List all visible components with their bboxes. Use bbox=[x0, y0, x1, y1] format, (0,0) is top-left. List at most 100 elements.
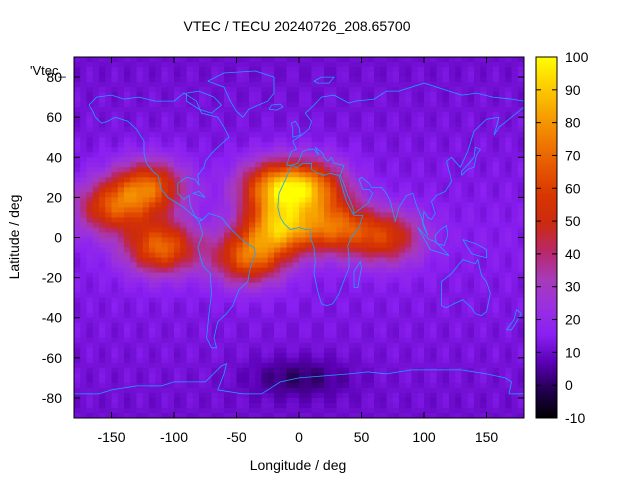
heatmap-cell bbox=[74, 92, 81, 98]
heatmap-cell bbox=[449, 362, 456, 369]
heatmap-cell bbox=[167, 207, 175, 213]
heatmap-cell bbox=[149, 187, 156, 193]
heatmap-cell bbox=[480, 142, 487, 148]
heatmap-cell bbox=[517, 112, 525, 118]
heatmap-cell bbox=[380, 332, 387, 339]
heatmap-cell bbox=[342, 307, 350, 314]
heatmap-cell bbox=[180, 77, 187, 83]
heatmap-cell bbox=[255, 147, 262, 153]
heatmap-cell bbox=[455, 77, 462, 83]
heatmap-cell bbox=[142, 272, 150, 279]
heatmap-cell bbox=[192, 67, 200, 73]
heatmap-cell bbox=[442, 182, 450, 188]
heatmap-cell bbox=[274, 347, 281, 354]
heatmap-cell bbox=[280, 167, 287, 173]
heatmap-cell bbox=[249, 397, 256, 404]
heatmap-cell bbox=[292, 107, 300, 113]
heatmap-cell bbox=[480, 352, 487, 359]
heatmap-cell bbox=[399, 132, 406, 138]
heatmap-cell bbox=[349, 192, 356, 198]
heatmap-cell bbox=[274, 217, 281, 223]
heatmap-cell bbox=[305, 172, 312, 178]
heatmap-cell bbox=[424, 302, 431, 309]
heatmap-cell bbox=[274, 362, 281, 369]
heatmap-cell bbox=[192, 147, 200, 153]
heatmap-cell bbox=[305, 337, 312, 344]
heatmap-cell bbox=[211, 152, 219, 158]
heatmap-cell bbox=[330, 237, 337, 243]
heatmap-cell bbox=[267, 377, 275, 384]
heatmap-cell bbox=[455, 62, 462, 68]
heatmap-cell bbox=[305, 92, 312, 98]
heatmap-cell bbox=[280, 392, 287, 399]
heatmap-cell bbox=[211, 317, 219, 324]
heatmap-cell bbox=[305, 117, 312, 123]
heatmap-cell bbox=[205, 147, 212, 153]
heatmap-cell bbox=[492, 167, 500, 173]
heatmap-cell bbox=[355, 267, 362, 273]
heatmap-cell bbox=[236, 302, 244, 309]
heatmap-cell bbox=[317, 252, 325, 258]
heatmap-cell bbox=[142, 177, 150, 183]
heatmap-cell bbox=[86, 167, 94, 173]
heatmap-cell bbox=[361, 262, 369, 268]
heatmap-cell bbox=[217, 192, 225, 198]
heatmap-cell bbox=[236, 82, 244, 88]
heatmap-cell bbox=[355, 142, 362, 148]
heatmap-cell bbox=[486, 317, 494, 324]
heatmap-cell bbox=[130, 397, 137, 404]
heatmap-cell bbox=[355, 197, 362, 203]
heatmap-cell bbox=[92, 322, 100, 329]
heatmap-cell bbox=[405, 117, 412, 123]
heatmap-cell bbox=[480, 252, 487, 258]
heatmap-cell bbox=[517, 132, 525, 138]
heatmap-cell bbox=[392, 362, 400, 369]
heatmap-cell bbox=[117, 337, 125, 344]
heatmap-cell bbox=[267, 327, 275, 334]
heatmap-cell bbox=[261, 62, 269, 68]
heatmap-cell bbox=[167, 232, 175, 238]
heatmap-cell bbox=[205, 337, 212, 344]
heatmap-cell bbox=[230, 217, 237, 223]
heatmap-cell bbox=[474, 117, 481, 123]
heatmap-cell bbox=[342, 302, 350, 309]
heatmap-cell bbox=[292, 62, 300, 68]
heatmap-cell bbox=[230, 137, 237, 143]
heatmap-cell bbox=[436, 197, 444, 203]
heatmap-cell bbox=[442, 387, 450, 394]
heatmap-cell bbox=[267, 87, 275, 93]
heatmap-cell bbox=[92, 82, 100, 88]
heatmap-cell bbox=[161, 297, 169, 304]
heatmap-cell bbox=[286, 107, 294, 113]
heatmap-cell bbox=[311, 237, 319, 243]
heatmap-cell bbox=[311, 282, 319, 289]
heatmap-cell bbox=[430, 77, 437, 83]
heatmap-cell bbox=[86, 217, 94, 223]
heatmap-cell bbox=[74, 172, 81, 178]
heatmap-cell bbox=[411, 327, 419, 334]
heatmap-cell bbox=[292, 297, 300, 304]
heatmap-cell bbox=[136, 347, 144, 354]
heatmap-cell bbox=[311, 112, 319, 118]
heatmap-cell bbox=[74, 137, 81, 143]
heatmap-cell bbox=[467, 272, 475, 279]
heatmap-cell bbox=[224, 132, 231, 138]
heatmap-cell bbox=[242, 287, 250, 294]
heatmap-cell bbox=[386, 352, 394, 359]
heatmap-cell bbox=[355, 162, 362, 168]
heatmap-cell bbox=[217, 272, 225, 279]
heatmap-cell bbox=[442, 57, 450, 63]
heatmap-cell bbox=[136, 237, 144, 243]
heatmap-cell bbox=[349, 102, 356, 108]
heatmap-cell bbox=[142, 367, 150, 374]
heatmap-cell bbox=[161, 267, 169, 273]
heatmap-cell bbox=[161, 342, 169, 349]
heatmap-cell bbox=[355, 187, 362, 193]
heatmap-cell bbox=[242, 172, 250, 178]
heatmap-cell bbox=[249, 242, 256, 248]
heatmap-cell bbox=[380, 102, 387, 108]
heatmap-cell bbox=[186, 182, 194, 188]
heatmap-cell bbox=[480, 357, 487, 364]
heatmap-cell bbox=[511, 207, 519, 213]
heatmap-cell bbox=[274, 337, 281, 344]
